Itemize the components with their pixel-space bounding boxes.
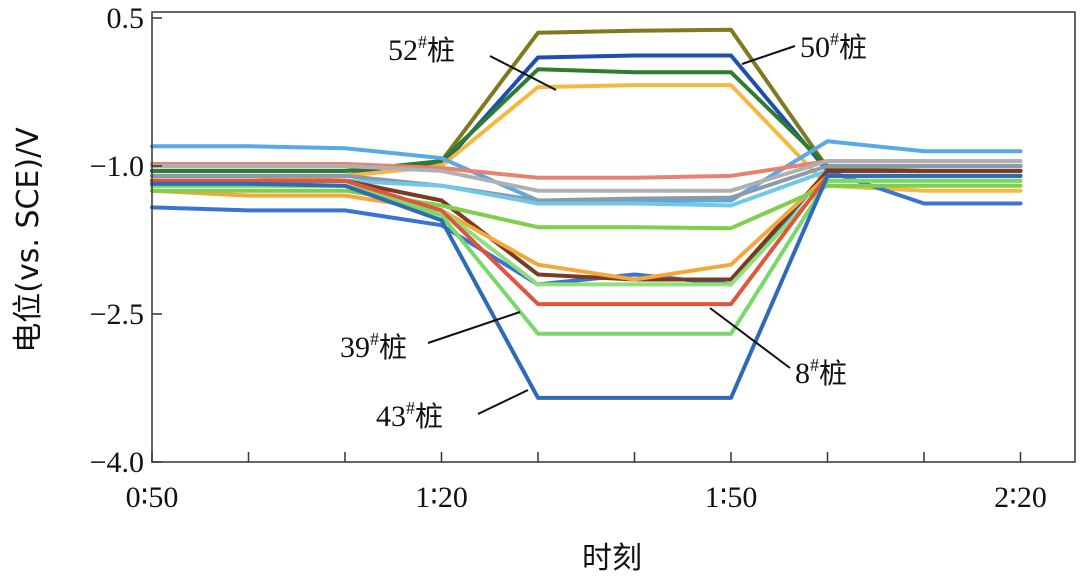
series-annotation-label: 52#桩	[388, 32, 455, 67]
series-line-6	[150, 159, 1023, 193]
series-annotation-label: 39#桩	[340, 329, 407, 364]
annotation-layer: 52#桩 50#桩 39#桩 8#桩 43#桩	[340, 29, 867, 433]
series-annotation-label: 50#桩	[800, 29, 867, 64]
y-tick-label: −4.0	[90, 446, 144, 479]
series-line-0	[150, 27, 1023, 178]
x-tick-label: 1∶50	[705, 481, 758, 514]
plot-frame	[151, 11, 1076, 463]
x-tick-label: 1∶20	[415, 481, 468, 514]
series-annotation-label: 8#桩	[795, 355, 847, 390]
y-axis-title: 电位(vs. SCE)/V	[11, 127, 46, 353]
annotation-leader-line	[427, 311, 521, 344]
annotation-leader-line	[477, 389, 529, 415]
series-line-16	[150, 173, 1023, 400]
x-tick-label: 0∶50	[126, 481, 179, 514]
series-layer	[150, 27, 1023, 400]
series-line-1	[150, 53, 1023, 173]
y-tick-label: −2.5	[90, 298, 144, 331]
annotation-leader-line	[489, 55, 557, 91]
x-tick-label: 2∶20	[994, 481, 1047, 514]
series-line-7	[150, 164, 1023, 203]
x-axis-title: 时刻	[582, 541, 642, 576]
series-annotation-label: 43#桩	[376, 398, 443, 433]
y-tick-label: −1.0	[90, 150, 144, 183]
annotation-leader-line	[709, 307, 791, 369]
axes-layer	[151, 11, 1076, 463]
ticks-layer: 0.5 −1.0 −2.5 −4.00∶50 1∶20 1∶50 2∶20	[90, 2, 1047, 514]
series-line-12	[150, 183, 1023, 231]
annotation-leader-line	[741, 45, 796, 65]
y-tick-label: 0.5	[107, 2, 145, 35]
